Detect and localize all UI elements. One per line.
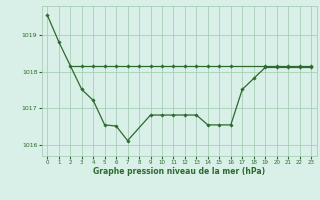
X-axis label: Graphe pression niveau de la mer (hPa): Graphe pression niveau de la mer (hPa) xyxy=(93,167,265,176)
